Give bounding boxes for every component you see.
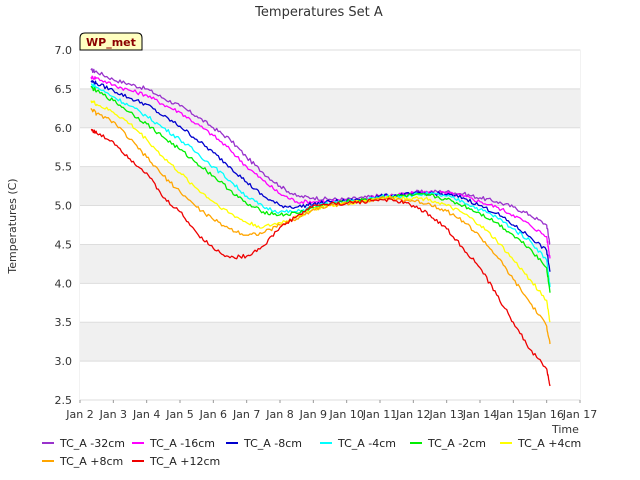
legend-label: TC_A -4cm	[337, 437, 396, 450]
series-line	[90, 128, 551, 387]
annotation-label: WP_met	[86, 36, 136, 49]
grid-band	[80, 322, 580, 362]
legend-item: TC_A -32cm	[42, 437, 125, 450]
y-axis: 2.5 3.0 3.5 4.0 4.5 5.0 5.5 6.0 6.5 7.0	[55, 44, 73, 407]
y-tick-label: 6.0	[55, 122, 73, 135]
legend-label: TC_A -16cm	[149, 437, 215, 450]
grid-band	[80, 283, 580, 323]
legend-label: TC_A -2cm	[427, 437, 486, 450]
x-tick-label: Jan 14	[462, 408, 497, 421]
y-axis-label: Temperatures (C)	[6, 178, 19, 274]
x-tick-label: Jan 10	[328, 408, 363, 421]
x-tick-label: Jan 4	[132, 408, 160, 421]
grid-band	[80, 50, 580, 89]
series-lines	[90, 68, 551, 387]
x-axis-label: Time	[551, 423, 579, 436]
legend-label: TC_A +4cm	[517, 437, 581, 450]
legend-item: TC_A -2cm	[410, 437, 486, 450]
series-line	[90, 83, 551, 288]
y-tick-label: 5.0	[55, 200, 73, 213]
x-tick-label: Jan 13	[428, 408, 463, 421]
grid-band	[80, 361, 580, 400]
x-tick-label: Jan 5	[165, 408, 193, 421]
x-tick-label: Jan 6	[199, 408, 227, 421]
legend-label: TC_A -32cm	[59, 437, 125, 450]
legend-item: TC_A +8cm	[42, 455, 123, 468]
y-tick-label: 3.0	[55, 355, 73, 368]
x-tick-label: Jan 12	[395, 408, 430, 421]
x-tick-label: Jan 3	[99, 408, 127, 421]
x-tick-label: Jan 11	[362, 408, 397, 421]
plot-area	[79, 49, 581, 401]
y-tick-label: 4.0	[55, 277, 73, 290]
grid-band	[80, 127, 580, 167]
x-tick-label: Jan 17	[562, 408, 597, 421]
y-tick-label: 4.5	[55, 238, 73, 251]
y-tick-label: 2.5	[55, 394, 73, 407]
chart-title: Temperatures Set A	[254, 5, 383, 20]
legend-item: TC_A -8cm	[226, 437, 302, 450]
legend-item: TC_A -16cm	[132, 437, 215, 450]
legend-item: TC_A -4cm	[320, 437, 396, 450]
series-line	[90, 79, 551, 272]
legend-label: TC_A +8cm	[59, 455, 123, 468]
x-tick-label: Jan 9	[299, 408, 327, 421]
legend-label: TC_A -8cm	[243, 437, 302, 450]
series-line	[90, 108, 551, 345]
grid-band	[80, 244, 580, 284]
y-tick-label: 7.0	[55, 44, 73, 57]
x-tick-label: Jan 8	[265, 408, 293, 421]
x-tick-label: Jan 2	[65, 408, 93, 421]
legend: TC_A -32cm TC_A -16cm TC_A -8cm TC_A -4cm TC…	[42, 437, 581, 468]
x-tick-label: Jan 16	[528, 408, 563, 421]
legend-item: TC_A +4cm	[500, 437, 581, 450]
legend-item: TC_A +12cm	[132, 455, 220, 468]
legend-label: TC_A +12cm	[149, 455, 220, 468]
x-axis: Jan 2 Jan 3 Jan 4 Jan 5 Jan 6 Jan 7 Jan 8 Jan 9…	[65, 400, 597, 421]
x-tick-label: Jan 7	[232, 408, 260, 421]
y-tick-label: 3.5	[55, 316, 73, 329]
grid-band	[80, 205, 580, 245]
x-tick-label: Jan 15	[495, 408, 530, 421]
y-tick-label: 6.5	[55, 83, 73, 96]
y-tick-label: 5.5	[55, 161, 73, 174]
series-line	[90, 68, 551, 245]
grid-band	[80, 88, 580, 128]
annotation-box: WP_met	[79, 32, 143, 51]
